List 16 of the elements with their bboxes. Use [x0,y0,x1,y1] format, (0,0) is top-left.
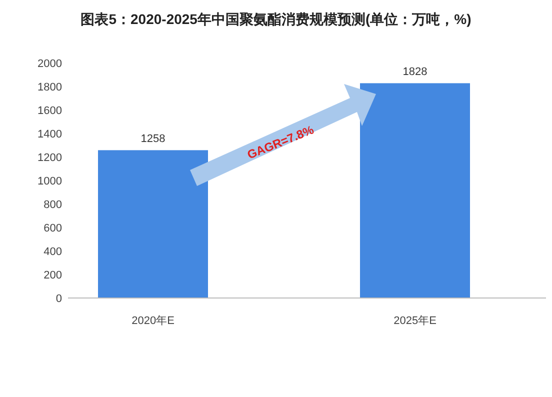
y-tick-label: 1400 [38,128,62,140]
data-label: 1258 [140,133,166,146]
x-tick-label: 2020年E [132,315,174,327]
chart-title: 图表5：2020-2025年中国聚氨酯消费规模预测(单位：万吨，%) [80,11,472,27]
y-tick-label: 1200 [38,152,62,164]
y-tick-label: 1800 [38,82,62,94]
y-tick-label: 1000 [38,176,62,188]
y-tick-label: 800 [44,199,62,211]
data-label: 1828 [402,66,428,78]
x-tick-label: 2025年E [394,315,436,327]
y-tick-label: 200 [44,270,62,282]
y-tick-label: 0 [56,293,62,305]
y-tick-label: 2000 [38,58,62,70]
y-tick-label: 1600 [38,105,62,117]
y-tick-label: 400 [44,246,62,258]
y-tick-label: 600 [44,222,62,234]
